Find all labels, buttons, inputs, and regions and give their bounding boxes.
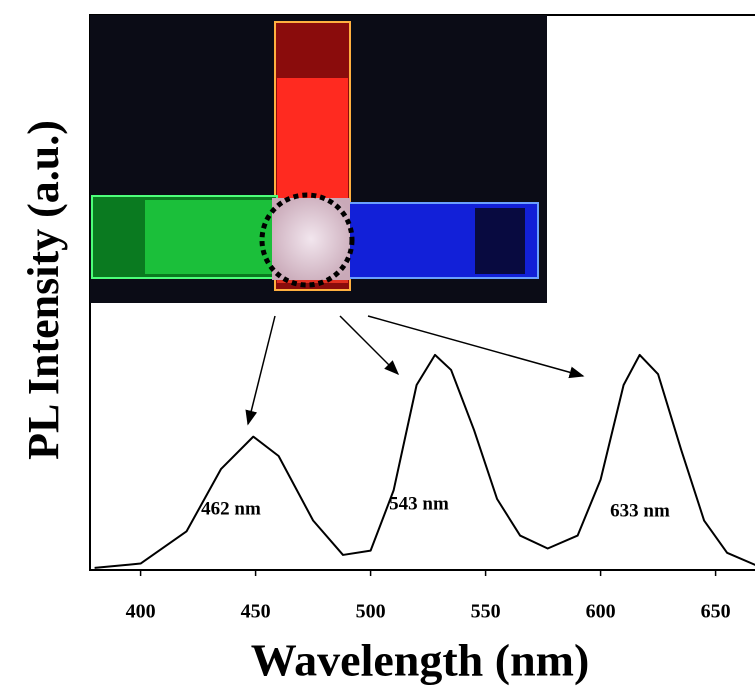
x-tick-label: 450 <box>241 601 271 623</box>
x-tick-label: 600 <box>586 601 616 623</box>
chart: Wavelength (nm) PL Intensity (a.u.) 400 4… <box>0 0 755 698</box>
data-line <box>95 355 755 568</box>
x-tick-label: 650 <box>701 601 731 623</box>
x-axis-label: Wavelength (nm) <box>251 635 590 686</box>
peak-annotation: 543 nm <box>389 493 449 514</box>
inset-photo <box>90 15 547 303</box>
x-tick-label: 550 <box>471 601 501 623</box>
x-tick-label: 400 <box>126 601 156 623</box>
peak-annotation: 633 nm <box>610 500 670 521</box>
y-axis-label: PL Intensity (a.u.) <box>19 120 68 460</box>
peak-annotation: 462 nm <box>201 498 261 519</box>
x-tick-label: 500 <box>356 601 386 623</box>
arrows <box>248 316 583 424</box>
